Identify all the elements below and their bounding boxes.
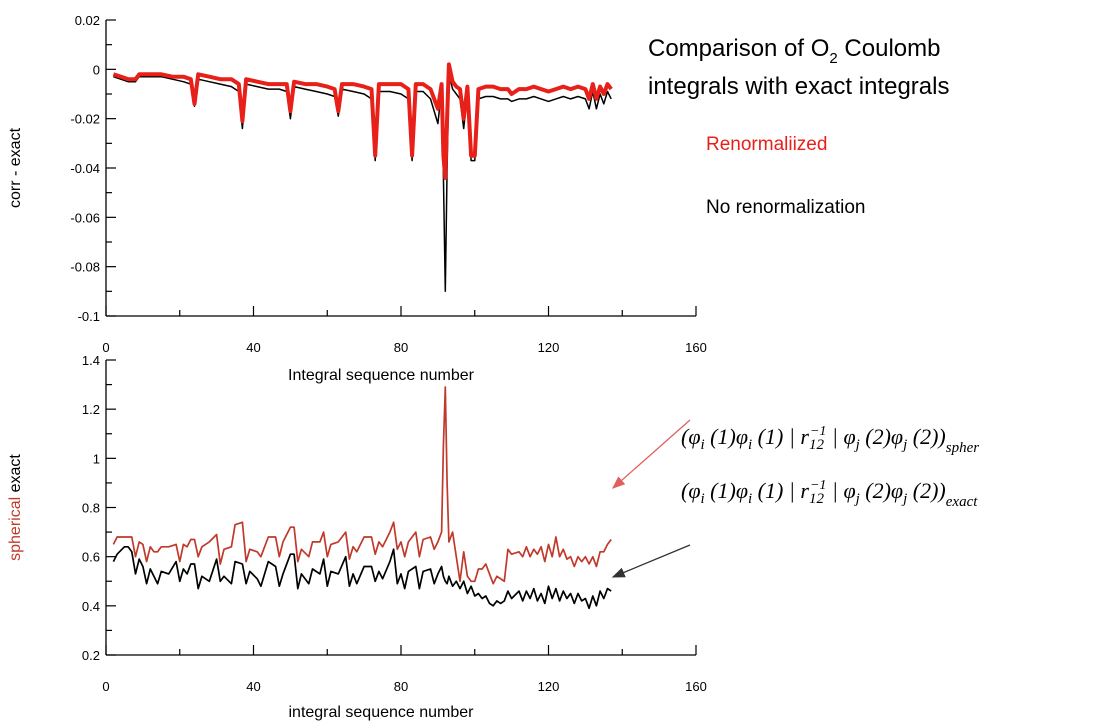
- y-tick-label: 0: [93, 62, 100, 77]
- svg-text:(φi (1)φi (1) | r12−1 | φj (2): (φi (1)φi (1) | r12−1 | φj (2)φj (2))sph…: [681, 424, 979, 456]
- x-tick-label: 120: [538, 340, 560, 355]
- arrow-to-exact-line: [611, 544, 691, 578]
- series-line-spherical: [112, 386, 612, 585]
- top-chart-ylabel: corr - exact: [7, 127, 24, 208]
- x-tick-label: 0: [102, 679, 109, 694]
- y-tick-label: 1.2: [82, 402, 100, 417]
- y-tick-label: -0.06: [70, 210, 100, 225]
- phi-i-1: φ: [688, 424, 700, 449]
- y-tick-label: 1: [93, 451, 100, 466]
- arrow-to-spherical-line: [612, 419, 691, 489]
- x-tick-label: 160: [685, 679, 707, 694]
- y-tick-label: -0.08: [70, 260, 100, 275]
- x-tick-label: 40: [246, 679, 260, 694]
- x-tick-label: 40: [246, 340, 260, 355]
- y-tick-label: -0.1: [78, 309, 100, 324]
- top-chart-xlabel: Integral sequence number: [288, 367, 475, 384]
- top-chart: 0 40 80 120 160 0.02 0 -0.02 -0.04 -0.06 -0.08 -0.1…: [7, 13, 707, 384]
- y-tick-label: 0.8: [82, 501, 100, 516]
- x-tick-label: 80: [394, 679, 408, 694]
- series-line-no-renormalization: [113, 73, 612, 293]
- y-tick-label: -0.04: [70, 161, 100, 176]
- formula-exact: (φi (1)φi (1) | r12−1 | φj (2)φj (2))exa…: [681, 478, 978, 510]
- x-tick-label: 120: [538, 679, 560, 694]
- y-tick-label: 1.4: [82, 353, 100, 368]
- x-tick-label: 160: [685, 340, 707, 355]
- x-tick-label: 0: [102, 340, 109, 355]
- top-chart-series: [112, 62, 613, 293]
- series-line-renormalized: [112, 62, 613, 180]
- legend-no-renormalization: No renormalization: [706, 197, 865, 218]
- bottom-chart-ylabel: spherical exact: [7, 454, 24, 561]
- bottom-chart-axes: 0 40 80 120 160 0.2 0.4 0.6 0.8 1 1.2 1.4: [82, 353, 707, 694]
- ylabel-exact: exact: [7, 454, 24, 497]
- formula-spherical: (φi (1)φi (1) | r12−1 | φj (2)φj (2))sph…: [681, 424, 979, 456]
- y-tick-label: 0.4: [82, 599, 100, 614]
- bottom-chart-series: [112, 386, 612, 610]
- ylabel-spherical: spherical: [7, 497, 24, 561]
- y-tick-label: 0.2: [82, 648, 100, 663]
- series-line-exact: [112, 545, 612, 610]
- chart-title-line2: integrals with exact integrals: [648, 73, 949, 100]
- x-tick-label: 80: [394, 340, 408, 355]
- y-tick-label: 0.6: [82, 550, 100, 565]
- bottom-chart: 0 40 80 120 160 0.2 0.4 0.6 0.8 1 1.2 1.4 integral …: [7, 353, 707, 721]
- y-tick-label: 0.02: [75, 13, 100, 28]
- svg-text:(φi (1)φi (1) | r12−1 | φj (2): (φi (1)φi (1) | r12−1 | φj (2)φj (2))exa…: [681, 478, 978, 510]
- y-tick-label: -0.02: [70, 112, 100, 127]
- bottom-chart-xlabel: integral sequence number: [288, 704, 474, 721]
- chart-title-line1: Comparison of O2 Coulomb: [648, 35, 940, 67]
- top-chart-axes: 0 40 80 120 160 0.02 0 -0.02 -0.04 -0.06 -0.08 -0.1: [70, 13, 706, 355]
- legend-renormalized: Renormaliized: [706, 134, 827, 155]
